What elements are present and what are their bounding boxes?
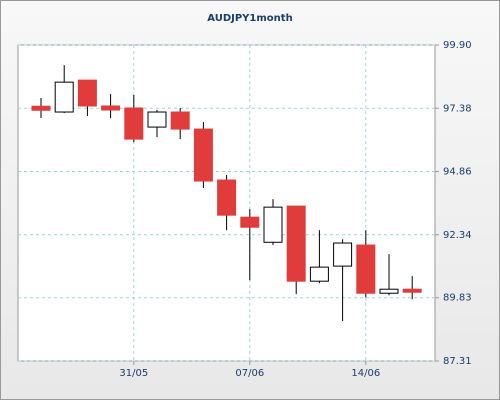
candle-body [170, 111, 190, 130]
candle-body [101, 105, 121, 111]
y-tick-label: 92.34 [443, 230, 472, 241]
candle-body [263, 206, 283, 243]
y-tick-label: 87.31 [443, 356, 472, 367]
candle-body [31, 105, 51, 111]
candle-body [240, 216, 260, 228]
candle-body [333, 242, 353, 267]
candle-body [309, 266, 329, 282]
x-tick-label: 07/06 [235, 368, 264, 379]
candle-body [77, 79, 97, 107]
y-tick-label: 99.90 [443, 40, 472, 51]
candle-body [402, 288, 422, 293]
candle-body [217, 179, 237, 216]
candle-body [286, 205, 306, 282]
candle-body [356, 244, 376, 294]
candle-body [193, 128, 213, 182]
y-tick-label: 94.86 [443, 167, 472, 178]
candle-body [379, 288, 399, 294]
x-tick-label: 31/05 [119, 368, 148, 379]
y-tick-label: 89.83 [443, 293, 472, 304]
candle-body [124, 107, 144, 140]
y-tick-label: 97.38 [443, 103, 472, 114]
candle-body [54, 81, 74, 113]
candle-body [147, 111, 167, 128]
chart-title: AUDJPY1month [207, 13, 292, 24]
x-tick-label: 14/06 [351, 368, 380, 379]
